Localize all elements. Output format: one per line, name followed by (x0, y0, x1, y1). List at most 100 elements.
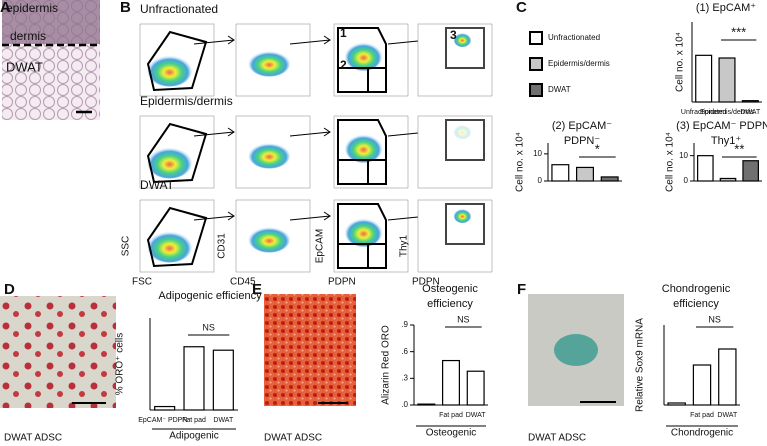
bar (442, 359, 460, 406)
bar (741, 100, 759, 103)
y-tick-label: 10 (679, 151, 688, 160)
flow-gate (445, 119, 485, 161)
flow-density (345, 218, 383, 247)
dermis-layer (2, 0, 100, 44)
panel-letter: C (516, 0, 527, 16)
bar (697, 155, 714, 182)
chart-title: Chondrogenic (662, 283, 731, 295)
x-tick-label: DWAT (717, 412, 738, 419)
y-axis-label: Cell no. x 10⁴ (675, 32, 686, 92)
legend-swatch (529, 31, 543, 45)
gate-arrow (289, 35, 331, 45)
legend-swatch (529, 83, 543, 97)
flow-row-label: Unfractionated (140, 2, 218, 16)
chart-title: efficiency (427, 298, 473, 310)
significance-label: NS (202, 322, 215, 332)
flow-density (453, 124, 472, 140)
x-tick-label: Fat pad (439, 412, 463, 419)
x-tick-label: Epidermis/dermis (700, 109, 755, 116)
x-tick-label: Unfractionated (681, 109, 727, 116)
bar (718, 348, 737, 406)
flow-gate (445, 203, 485, 245)
flow-density (453, 32, 472, 48)
flow-density (248, 142, 291, 169)
gate-arrow (289, 211, 331, 221)
significance-label: NS (457, 314, 470, 324)
histology-label: dermis (10, 29, 46, 43)
chart-title: (1) EpCAM⁺ (696, 2, 756, 14)
chart-title: PDPN⁻ (564, 135, 601, 147)
y-tick-label: .0 (401, 400, 408, 409)
flow-plot-frame (417, 115, 493, 189)
oro-image (0, 296, 116, 408)
bar (692, 364, 712, 406)
flow-density (147, 54, 192, 87)
y-axis-label: % ORO⁺ cells (115, 333, 126, 396)
flow-gate (445, 27, 485, 69)
chart-title: Adipogenic efficiency (158, 290, 262, 302)
image-caption: DWAT ADSC (528, 433, 586, 444)
y-axis-label: Alizarin Red ORO (381, 325, 392, 405)
x-tick-label: Fat pad (182, 417, 206, 424)
image-caption: DWAT ADSC (264, 433, 322, 444)
flow-density (147, 230, 192, 263)
flow-gate (146, 30, 208, 92)
x-tick-label: EpCAM⁻ PDPN⁻ (138, 417, 191, 424)
flow-density (345, 42, 383, 71)
bar (600, 176, 619, 182)
flow-gate (337, 119, 387, 185)
significance-label: *** (731, 24, 746, 39)
cell-stain (554, 334, 598, 366)
y-tick-label: .9 (401, 320, 408, 329)
flow-gate (146, 122, 208, 184)
bar (718, 57, 736, 103)
gate-arrow (193, 35, 235, 45)
y-axis-label: Cell no. x 10⁴ (665, 132, 676, 192)
x-tick-label: DWAT (466, 412, 487, 419)
bar (742, 160, 759, 182)
legend-label: DWAT (548, 85, 571, 94)
bar (576, 166, 594, 182)
flow-density (248, 50, 291, 77)
flow-x-label: FSC (132, 277, 152, 288)
panel-letter: B (120, 0, 131, 16)
bar (417, 403, 436, 406)
flow-x-label: PDPN (412, 277, 440, 288)
y-axis-label: Cell no. x 10⁴ (515, 132, 526, 192)
x-tick-label: DWAT (213, 417, 234, 424)
flow-y-label: Thy1 (399, 234, 410, 257)
bar (212, 349, 234, 411)
chart-title: Thy1⁺ (711, 135, 741, 147)
group-label: Chondrogenic (671, 428, 733, 439)
panel-letter: D (4, 281, 15, 298)
flow-density (147, 146, 192, 179)
chart-title: Osteogenic (422, 283, 478, 295)
flow-x-label: PDPN (328, 277, 356, 288)
gate-number: 3 (450, 28, 457, 42)
y-axis-label: Relative Sox9 mRNA (635, 318, 646, 412)
significance-label: * (595, 141, 600, 156)
flow-density (248, 226, 291, 253)
gate-number: 1 (340, 26, 347, 40)
image-caption: DWAT ADSC (4, 433, 62, 444)
flow-row-label: Epidermis/dermis (140, 94, 233, 108)
chart-title: (2) EpCAM⁻ (552, 120, 612, 132)
y-tick-label: .6 (401, 347, 408, 356)
panel-letter: E (252, 281, 262, 298)
bar (466, 370, 485, 406)
flow-plot-frame (417, 199, 493, 273)
bar (695, 54, 713, 103)
bar (667, 402, 686, 406)
legend-label: Unfractionated (548, 33, 600, 42)
flow-gate (337, 203, 387, 269)
histology-label: epidermis (6, 1, 58, 15)
significance-label: ** (734, 141, 744, 156)
bar (154, 405, 176, 411)
bar (183, 346, 205, 411)
flow-x-label: CD45 (230, 277, 256, 288)
chart-title: (3) EpCAM⁻ PDPN⁻ (676, 120, 767, 132)
flow-gate (146, 206, 208, 268)
gate-arrow (193, 127, 235, 137)
chart-title: efficiency (673, 298, 719, 310)
